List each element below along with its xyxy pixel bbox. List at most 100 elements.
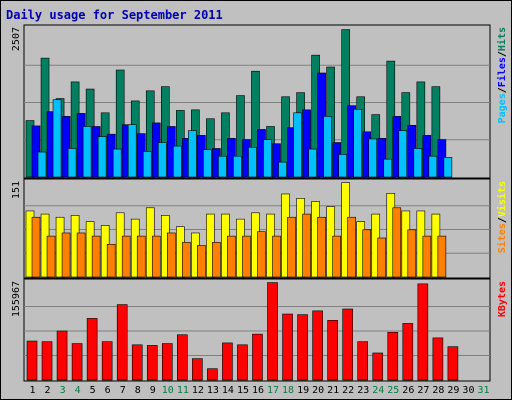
bar-kbytes-day-4 [71,343,83,381]
x-tick-label-day-8: 8 [135,385,141,396]
bar-pages-day-8 [142,151,152,178]
legend-hits: Pages/Files/Hits [496,27,508,123]
x-tick-label-day-15: 15 [237,385,249,396]
bar-sites-day-19 [302,213,311,278]
bar-kbytes-day-27 [417,283,429,381]
bar-kbytes-day-25 [387,331,399,381]
bar-pages-day-11 [188,130,197,178]
bar-pages-day-5 [97,136,107,178]
bar-kbytes-day-1 [26,340,38,381]
y-max-label-visits: 151 [11,181,22,199]
bar-sites-day-5 [91,235,101,278]
x-tick-label-day-29: 29 [447,385,459,396]
bar-kbytes-day-5 [86,318,98,381]
panel-visits: 151 Sites/Visits [11,178,508,279]
legend-entry-sites: Sites [496,223,508,253]
bar-kbytes-day-14 [222,342,233,381]
x-tick-label-day-12: 12 [192,385,204,396]
bar-sites-day-10 [166,232,176,278]
bar-sites-day-6 [106,243,116,278]
legend-entry-kbytes: KBytes [497,281,508,317]
chart-panels: 2507 Pages/Files/Hits 151 Sites/Visits 15596… [11,24,508,382]
x-tick-label-day-16: 16 [252,385,264,396]
bar-sites-day-25 [392,207,402,278]
x-tick-label-day-9: 9 [150,385,156,396]
bar-pages-day-1 [37,151,47,178]
x-tick-label-day-2: 2 [45,385,51,396]
bar-kbytes-day-23 [357,341,369,381]
x-tick-label-day-31: 31 [477,385,489,396]
bar-kbytes-day-17 [267,282,278,381]
y-max-label-hits: 2507 [11,27,22,51]
bar-kbytes-day-24 [372,352,384,381]
bar-pages-day-21 [338,154,347,178]
bar-kbytes-day-11 [177,334,188,381]
bar-sites-day-27 [422,235,432,278]
bar-sites-day-22 [347,216,356,278]
bar-kbytes-day-3 [56,330,68,381]
bar-pages-day-15 [248,146,257,178]
bar-sites-day-3 [61,232,71,278]
x-tick-label-day-6: 6 [105,385,111,396]
bar-sites-day-18 [287,216,296,278]
bar-kbytes-day-29 [447,346,459,381]
x-tick-label-day-5: 5 [90,385,96,396]
y-max-label-kbytes: 155967 [11,281,22,317]
legend-visits: Sites/Visits [496,181,508,253]
bar-kbytes-day-8 [131,344,143,381]
bar-pages-day-7 [127,124,137,178]
x-tick-label-day-27: 27 [417,385,429,396]
bar-sites-day-20 [317,216,326,278]
bar-files-day-1 [31,125,41,178]
bar-pages-day-9 [157,142,167,178]
bar-kbytes-day-22 [342,308,353,381]
bar-kbytes-day-21 [327,320,338,381]
x-tick-label-day-13: 13 [207,385,219,396]
x-tick-label-day-25: 25 [387,385,399,396]
bar-kbytes-day-15 [237,344,248,381]
x-tick-label-day-17: 17 [267,385,279,396]
bar-sites-day-1 [31,216,41,278]
bar-pages-day-17 [278,161,287,178]
bar-pages-day-24 [383,158,393,178]
bar-kbytes-day-19 [297,314,308,381]
bar-sites-day-8 [136,235,146,278]
x-axis-day-labels: 1 2 3 4 5 6 7 8 9 10 11 12 13 14 15 16 17 18 19 20 21 22 23 24 2… [30,385,490,396]
legend-kbytes: KBytes [497,281,508,317]
legend-entry-visits: Visits [496,181,508,217]
bar-pages-day-18 [293,112,302,178]
bar-files-day-19 [302,109,311,178]
bar-sites-day-4 [76,232,86,278]
x-tick-label-day-10: 10 [162,385,174,396]
bar-kbytes-day-20 [312,310,323,381]
bar-sites-day-2 [46,235,56,278]
x-tick-label-day-1: 1 [30,385,36,396]
bar-pages-day-27 [428,155,438,178]
x-tick-label-day-18: 18 [282,385,294,396]
x-tick-label-day-24: 24 [372,385,384,396]
bar-pages-day-2 [52,99,62,178]
legend-separator: / [497,217,508,223]
bar-sites-day-21 [332,235,341,278]
panel-kbytes: 155967 KBytes [11,278,508,382]
x-tick-label-day-30: 30 [462,385,474,396]
bar-kbytes-day-18 [282,313,293,381]
bar-sites-day-9 [151,235,161,278]
bar-pages-day-19 [308,148,317,178]
bar-kbytes-day-7 [116,304,128,381]
panel-hits: 2507 Pages/Files/Hits [11,24,508,179]
bar-kbytes-day-16 [252,333,263,381]
bar-pages-day-22 [353,108,362,178]
bar-kbytes-day-2 [41,341,53,381]
x-tick-label-day-19: 19 [297,385,309,396]
bar-kbytes-day-26 [402,323,414,381]
x-tick-label-day-3: 3 [60,385,66,396]
bar-sites-day-13 [212,242,221,278]
x-tick-label-day-7: 7 [120,385,126,396]
bar-kbytes-day-28 [432,337,444,381]
bar-sites-day-12 [197,245,206,278]
bar-pages-day-3 [67,148,77,178]
bar-pages-day-26 [413,148,423,178]
